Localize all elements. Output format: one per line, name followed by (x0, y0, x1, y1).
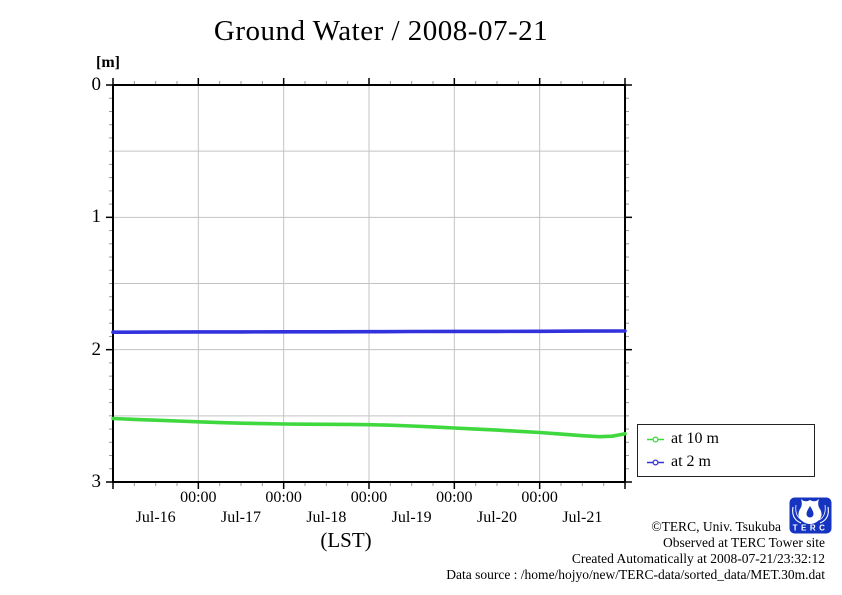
line-marker-icon (647, 435, 664, 443)
y-tick-label: 3 (91, 471, 102, 492)
x-time-label: 00:00 (180, 489, 217, 506)
observed-text: Observed at TERC Tower site (662, 535, 825, 550)
y-tick-label: 0 (91, 74, 102, 95)
created-text: Created Automatically at 2008-07-21/23:3… (571, 551, 825, 566)
chart-title: Ground Water / 2008-07-21 (213, 15, 549, 47)
logo-text: TERC (793, 524, 829, 533)
x-time-label: 00:00 (436, 489, 473, 506)
terc-logo: TERC (789, 497, 832, 534)
y-tick-label: 1 (91, 206, 102, 228)
x-day-label: Jul-17 (221, 509, 261, 526)
x-day-label: Jul-21 (562, 509, 603, 526)
data-source-text: Data source : /home/hojyo/new/TERC-data/… (446, 567, 825, 582)
x-day-label: Jul-18 (306, 509, 347, 526)
y-tick-label: 2 (91, 338, 102, 360)
legend-item-at-10m: at 10 m (647, 430, 814, 448)
line-marker-icon (647, 458, 664, 466)
series-line-at-10-m (111, 416, 627, 439)
water-drop-icon (806, 506, 814, 518)
series-line-at-2-m (111, 329, 627, 335)
x-time-label: 00:00 (350, 489, 388, 506)
x-axis-label: (LST) (320, 528, 372, 552)
copyright-text: ©TERC, Univ. Tsukuba (651, 519, 781, 534)
x-day-label: Jul-20 (477, 509, 517, 526)
x-time-label: 00:00 (265, 489, 302, 506)
legend-label: at 2 m (671, 453, 711, 470)
x-day-label: Jul-19 (391, 509, 432, 526)
footer-credits: ©TERC, Univ. Tsukuba Observed at TERC To… (446, 519, 825, 583)
x-time-label: 00:00 (521, 489, 558, 506)
y-axis-unit-label: [m] (96, 54, 120, 71)
legend-label: at 10 m (671, 430, 719, 447)
legend-box: at 10 m at 2 m (637, 424, 815, 477)
legend-item-at-2m: at 2 m (647, 453, 814, 471)
x-day-label: Jul-16 (135, 509, 176, 526)
